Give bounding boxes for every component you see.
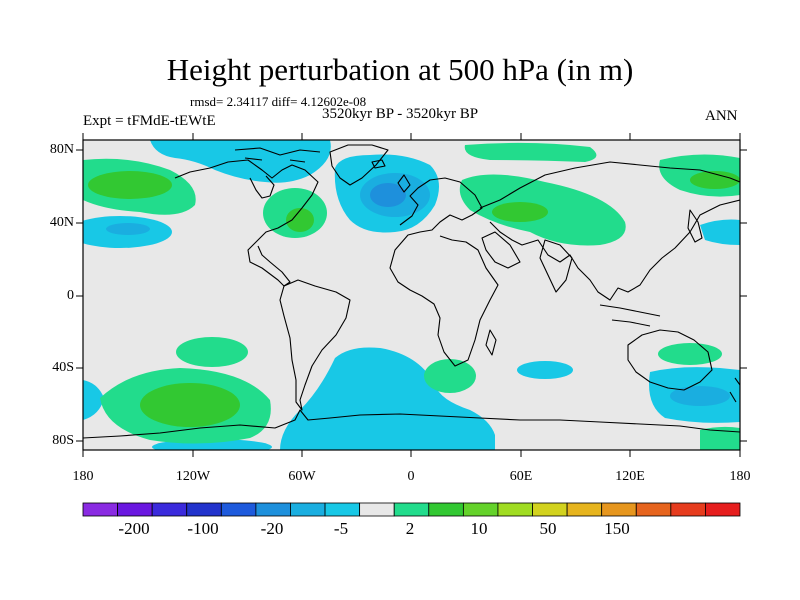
south-america-coast <box>279 279 351 411</box>
colorbar-swatch <box>290 502 326 517</box>
lat-label-40n: 40N <box>49 215 74 230</box>
lat-label-40s: 40S <box>52 360 74 375</box>
lon-label-120e: 120E <box>615 469 645 484</box>
map-panel <box>76 133 747 457</box>
colorbar-swatch <box>393 502 430 517</box>
lon-label-180w: 180 <box>72 469 94 484</box>
colorbar-label: 150 <box>604 519 630 538</box>
canadian-archipelago <box>234 147 321 163</box>
colorbar-swatch <box>117 502 153 517</box>
colorbar-label: 2 <box>405 519 415 538</box>
lon-label-60w: 60W <box>288 469 316 484</box>
colorbar-label: -5 <box>333 519 349 538</box>
north-america-coast <box>174 159 319 287</box>
colorbar-label: -20 <box>260 519 284 538</box>
new-zealand <box>729 377 740 403</box>
colorbar-swatch <box>151 502 188 517</box>
colorbar-swatch <box>497 502 533 517</box>
colorbar-swatch <box>82 502 118 517</box>
colorbar-swatch <box>359 502 395 517</box>
negative-anomalies <box>83 140 740 450</box>
colorbar-swatch <box>566 502 603 517</box>
page-title: Height perturbation at 500 hPa (in m) <box>166 52 634 87</box>
australia-coast <box>627 329 713 391</box>
colorbar-swatch <box>670 502 706 517</box>
indonesia <box>599 304 661 327</box>
uk-iceland <box>371 159 411 193</box>
lat-label-80n: 80N <box>49 142 74 157</box>
lat-label-0: 0 <box>67 288 74 303</box>
lat-label-80s: 80S <box>52 433 74 448</box>
colorbar-swatch <box>255 502 291 517</box>
experiment-label: Expt = tFMdE-tEWtE <box>83 113 216 129</box>
colorbar-swatch <box>601 502 637 517</box>
lat-ticks <box>76 149 747 442</box>
colorbar-label: -200 <box>118 519 150 538</box>
colorbar-swatch <box>428 502 464 517</box>
lon-label-180e: 180 <box>729 469 751 484</box>
colorbar-swatch <box>532 502 568 517</box>
lon-label-120w: 120W <box>175 469 211 484</box>
europe-africa-coast <box>389 177 499 367</box>
asia-coast <box>479 161 740 301</box>
colorbar <box>82 502 741 517</box>
period-label: 3520kyr BP - 3520kyr BP <box>322 106 479 122</box>
stats-line: rmsd= 2.34117 diff= 4.12602e-08 <box>190 94 367 109</box>
colorbar-swatch <box>220 502 257 517</box>
colorbar-swatch <box>462 502 499 517</box>
arabian-peninsula <box>481 231 521 269</box>
season-label: ANN <box>705 108 738 124</box>
colorbar-swatch <box>705 502 741 517</box>
antarctica-coast <box>83 409 740 439</box>
madagascar <box>485 329 497 356</box>
colorbar-swatch <box>324 502 361 517</box>
positive-anomalies <box>83 142 740 450</box>
lon-label-60e: 60E <box>509 469 533 484</box>
india <box>539 239 573 293</box>
lon-ticks <box>82 133 741 457</box>
japan <box>687 209 703 243</box>
colorbar-swatch <box>186 502 222 517</box>
coastlines <box>83 144 740 439</box>
colorbar-label: 50 <box>539 519 557 538</box>
colorbar-label: 10 <box>470 519 488 538</box>
colorbar-label: -100 <box>187 519 219 538</box>
anomaly-fields <box>83 140 740 450</box>
greenland-coast <box>329 144 389 186</box>
lon-label-0: 0 <box>407 469 415 484</box>
hudson-bay <box>249 175 275 199</box>
colorbar-swatch <box>635 502 672 517</box>
